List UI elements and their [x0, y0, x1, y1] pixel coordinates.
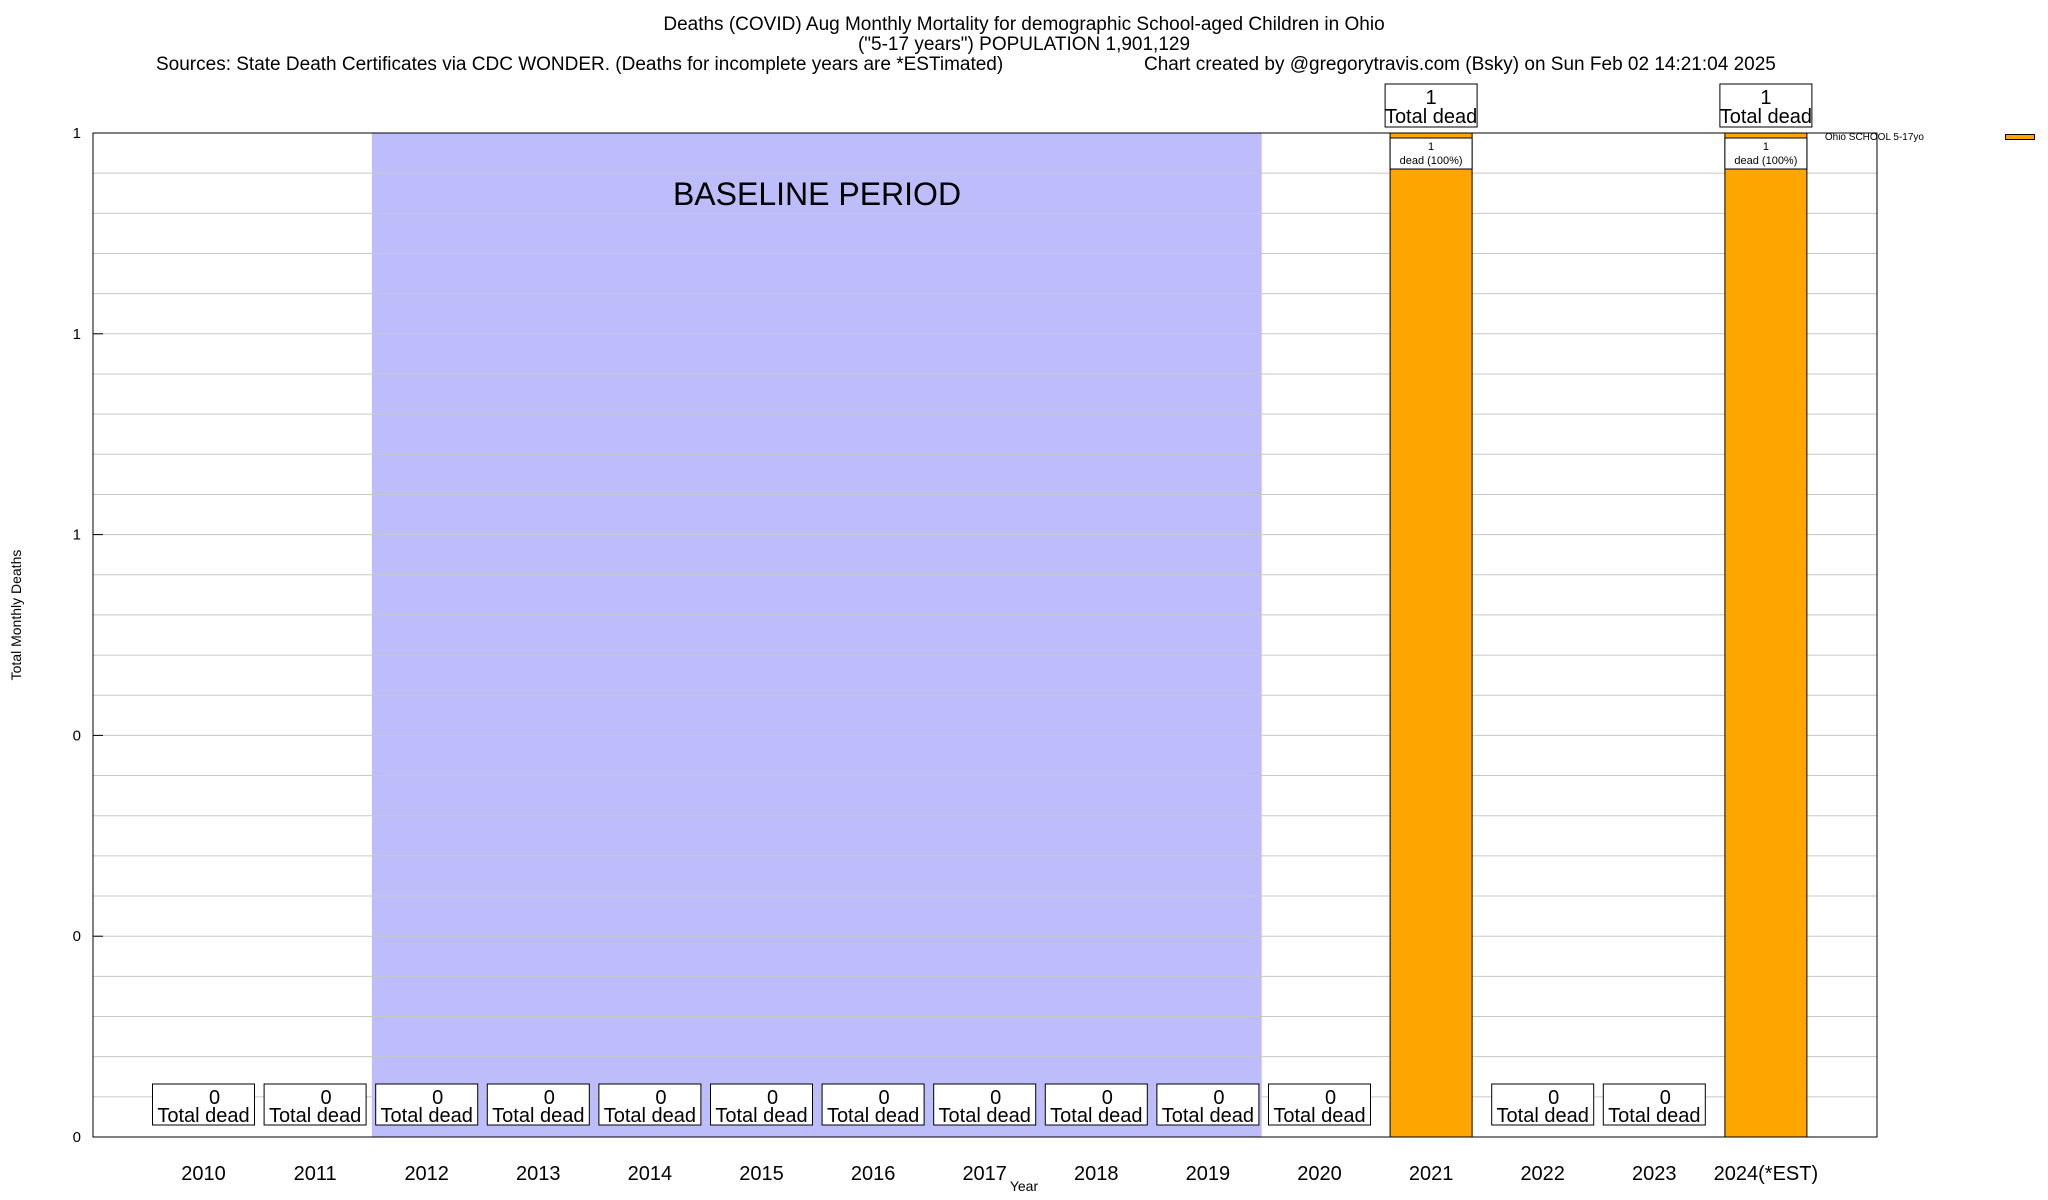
- x-tick-label: 2018: [1074, 1163, 1119, 1185]
- total-label-text: Total dead: [492, 1105, 584, 1127]
- bar: [1389, 132, 1473, 1138]
- total-label-text: Total dead: [1497, 1105, 1589, 1127]
- y-tick-label: 0: [73, 928, 81, 945]
- segment-label-box: [1724, 137, 1808, 170]
- total-label-count: 0: [1548, 1087, 1559, 1109]
- total-label-count: 0: [767, 1087, 778, 1109]
- baseline-period-band: [371, 133, 1262, 1137]
- total-label-box: [1491, 1083, 1595, 1126]
- total-label-count: 0: [1213, 1087, 1224, 1109]
- x-tick-label: 2013: [516, 1163, 561, 1185]
- total-label-box: [486, 1083, 590, 1126]
- total-label-box: [598, 1083, 702, 1126]
- total-label-box: [1044, 1083, 1148, 1126]
- chart-subtitle: ("5-17 years") POPULATION 1,901,129: [857, 34, 1191, 55]
- segment-label-text: dead (100%): [1400, 155, 1463, 167]
- total-label-text: Total dead: [715, 1105, 807, 1127]
- total-label-count: 0: [432, 1087, 443, 1109]
- chart-credit: Chart created by @gregorytravis.com (Bsk…: [1144, 54, 1776, 75]
- x-tick-label: 2022: [1520, 1163, 1565, 1185]
- y-tick-label: 1: [73, 125, 81, 142]
- total-label-text: Total dead: [269, 1105, 361, 1127]
- total-label-box: [1384, 83, 1478, 128]
- sources-note: Sources: State Death Certificates via CD…: [156, 54, 1004, 75]
- x-tick-label: 2024(*EST): [1714, 1163, 1819, 1185]
- total-label-text: Total dead: [604, 1105, 696, 1127]
- segment-label-text: dead (100%): [1734, 155, 1797, 167]
- x-tick-label: 2012: [404, 1163, 449, 1185]
- total-label-box: [821, 1083, 925, 1126]
- x-tick-label: 2023: [1632, 1163, 1677, 1185]
- total-label-text: Total dead: [1162, 1105, 1254, 1127]
- x-tick-label: 2019: [1186, 1163, 1231, 1185]
- baseline-period-label: BASELINE PERIOD: [673, 176, 961, 212]
- total-label-text: Total dead: [1050, 1105, 1142, 1127]
- total-label-count: 0: [655, 1087, 666, 1109]
- total-label-box: [710, 1083, 813, 1126]
- total-label-box: [933, 1083, 1037, 1126]
- total-label-text: Total dead: [381, 1105, 473, 1127]
- total-label-text: Total dead: [1608, 1105, 1700, 1127]
- x-tick-label: 2020: [1297, 1163, 1342, 1185]
- total-label-box: [1719, 83, 1813, 128]
- total-label-text: Total dead: [827, 1105, 919, 1127]
- y-tick-label: 1: [73, 326, 81, 343]
- x-tick-label: 2017: [962, 1163, 1007, 1185]
- segment-label-count: 1: [1763, 141, 1769, 153]
- y-tick-label: 1: [73, 527, 81, 544]
- total-label-box: [152, 1083, 255, 1126]
- total-label-count: 0: [544, 1087, 555, 1109]
- total-label-box: [263, 1083, 367, 1126]
- x-tick-label: 2011: [294, 1163, 337, 1185]
- x-tick-label: 2015: [739, 1163, 784, 1185]
- chart-title: Deaths (COVID) Aug Monthly Mortality for…: [663, 14, 1385, 35]
- x-tick-label: 2021: [1409, 1163, 1454, 1185]
- total-label-count: 0: [209, 1087, 220, 1109]
- total-label-count: 1: [1760, 87, 1771, 109]
- total-label-box: [1268, 1083, 1371, 1126]
- total-label-count: 1: [1426, 87, 1437, 109]
- legend-swatch: [2005, 134, 2035, 140]
- x-tick-label: 2014: [628, 1163, 673, 1185]
- x-axis-label: Year: [1009, 1178, 1039, 1194]
- total-label-count: 0: [321, 1087, 332, 1109]
- y-tick-label: 0: [73, 727, 81, 744]
- total-label-text: Total dead: [1273, 1105, 1365, 1127]
- total-label-count: 0: [1660, 1087, 1671, 1109]
- total-label-text: Total dead: [1720, 106, 1812, 128]
- bar: [1724, 132, 1808, 1138]
- total-label-box: [375, 1083, 479, 1126]
- total-label-count: 0: [1102, 1087, 1113, 1109]
- x-tick-label: 2016: [851, 1163, 896, 1185]
- segment-label-box: [1389, 137, 1473, 170]
- legend-label: Ohio SCHOOL 5-17yo: [1824, 132, 1924, 143]
- plot-frame: [92, 132, 1878, 1138]
- total-label-text: Total dead: [939, 1105, 1031, 1127]
- total-label-count: 0: [990, 1087, 1001, 1109]
- y-tick-label: 0: [73, 1129, 81, 1146]
- segment-label-count: 1: [1428, 141, 1434, 153]
- total-label-box: [1602, 1083, 1706, 1126]
- total-label-box: [1156, 1083, 1260, 1126]
- total-label-text: Total dead: [1385, 106, 1477, 128]
- x-tick-label: 2010: [181, 1163, 226, 1185]
- total-label-count: 0: [879, 1087, 890, 1109]
- total-label-text: Total dead: [157, 1105, 249, 1127]
- total-label-count: 0: [1325, 1087, 1336, 1109]
